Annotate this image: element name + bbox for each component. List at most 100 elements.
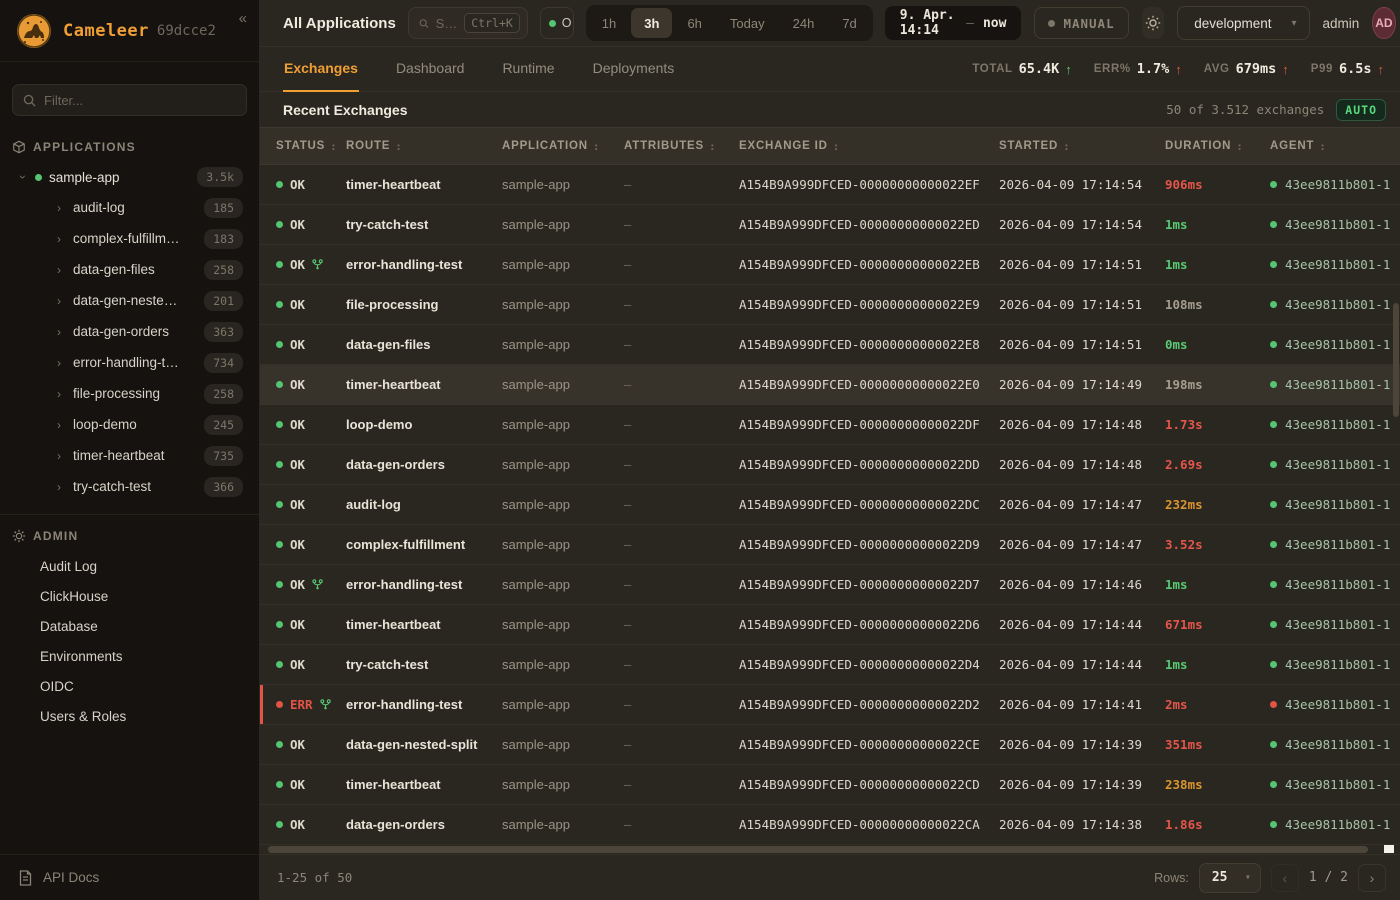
date-range-display[interactable]: 9. Apr. 14:14 – now [884, 6, 1022, 40]
environment-select[interactable]: development ▾ [1177, 6, 1310, 40]
user-avatar[interactable]: AD [1372, 7, 1396, 39]
next-page-button[interactable]: › [1358, 863, 1386, 892]
prev-page-button[interactable]: ‹ [1270, 863, 1299, 892]
vertical-scrollbar[interactable] [1393, 168, 1399, 842]
status-filter-button[interactable]: O [539, 7, 574, 39]
sidebar-route-item[interactable]: › try-catch-test 366 [8, 471, 251, 502]
table-row[interactable]: OK data-gen-orders sample-app – A154B9A9… [260, 805, 1400, 845]
chevron-right-icon[interactable]: › [57, 355, 61, 370]
chevron-right-icon[interactable]: › [57, 386, 61, 401]
route-label: file-processing [73, 386, 161, 401]
table-row[interactable]: OK timer-heartbeat sample-app – A154B9A9… [260, 165, 1400, 205]
admin-item-database[interactable]: Database [40, 618, 98, 634]
application-cell: sample-app [502, 457, 570, 472]
sidebar-route-item[interactable]: › data-gen-files 258 [8, 254, 251, 285]
global-search-input[interactable]: S… Ctrl+K [407, 7, 528, 39]
chevron-right-icon[interactable]: › [57, 231, 61, 246]
admin-item-clickhouse[interactable]: ClickHouse [40, 588, 109, 604]
tree-item-sample-app[interactable]: › sample-app 3.5k [8, 162, 251, 192]
status-dot [276, 701, 283, 708]
tab-runtime[interactable]: Runtime [502, 60, 555, 76]
sidebar-route-item[interactable]: › loop-demo 245 [8, 409, 251, 440]
table-row[interactable]: OK data-gen-orders sample-app – A154B9A9… [260, 445, 1400, 485]
status-cell: ERR [260, 697, 346, 712]
rows-per-page-select[interactable]: 25 ▾ [1198, 862, 1261, 893]
status-cell: OK [260, 617, 346, 632]
time-range-24h[interactable]: 24h [792, 15, 815, 31]
column-header-duration[interactable]: DURATION : [1165, 140, 1270, 153]
tab-deployments[interactable]: Deployments [592, 60, 675, 76]
table-row[interactable]: OK error-handling-test sample-app – A154… [260, 245, 1400, 285]
column-header-attributes[interactable]: ATTRIBUTES : [624, 140, 739, 153]
auto-refresh-badge[interactable]: AUTO [1336, 98, 1386, 121]
stat-label: AVG [1203, 63, 1230, 75]
column-header-status[interactable]: STATUS : [260, 140, 346, 153]
chevron-right-icon[interactable]: › [57, 479, 61, 494]
table-row[interactable]: OK file-processing sample-app – A154B9A9… [260, 285, 1400, 325]
vertical-scrollbar-thumb[interactable] [1393, 302, 1399, 418]
sidebar-route-item[interactable]: › data-gen-nested… 201 [8, 285, 251, 316]
filter-placeholder: Filter... [44, 92, 84, 108]
api-docs-link[interactable]: API Docs [0, 854, 259, 900]
started-cell: 2026-04-09 17:14:48 [999, 417, 1142, 432]
column-header-started[interactable]: STARTED : [999, 140, 1165, 153]
sidebar-route-item[interactable]: › error-handling-te… 734 [8, 347, 251, 378]
admin-item-users-roles[interactable]: Users & Roles [40, 708, 127, 724]
tab-exchanges[interactable]: Exchanges [283, 47, 359, 92]
column-header-exchange-id[interactable]: EXCHANGE ID : [739, 140, 999, 153]
sort-icon: : [395, 139, 403, 153]
chevron-right-icon[interactable]: › [57, 262, 61, 277]
stat-value: 65.4K [1018, 61, 1060, 77]
table-row[interactable]: OK audit-log sample-app – A154B9A999DFCE… [260, 485, 1400, 525]
table-row[interactable]: ERR error-handling-test sample-app – A15… [260, 685, 1400, 725]
sidebar-route-item[interactable]: › file-processing 258 [8, 378, 251, 409]
chevron-down-icon[interactable]: › [16, 175, 30, 179]
chevron-right-icon[interactable]: › [57, 324, 61, 339]
column-header-application[interactable]: APPLICATION : [502, 140, 624, 153]
app-name: Cameleer [63, 20, 149, 41]
status-dot [35, 173, 42, 181]
sidebar-route-item[interactable]: › complex-fulfillme… 183 [8, 223, 251, 254]
table-row[interactable]: OK try-catch-test sample-app – A154B9A99… [260, 645, 1400, 685]
time-range-3h[interactable]: 3h [631, 8, 673, 38]
route-count-badge: 363 [204, 321, 243, 342]
status-dot [276, 621, 283, 628]
theme-toggle-button[interactable] [1141, 7, 1165, 39]
sidebar-route-item[interactable]: › data-gen-orders 363 [8, 316, 251, 347]
horizontal-scrollbar-thumb[interactable] [268, 846, 1368, 853]
column-header-agent[interactable]: AGENT : [1270, 140, 1400, 153]
table-row[interactable]: OK data-gen-files sample-app – A154B9A99… [260, 325, 1400, 365]
status-label: OK [290, 497, 306, 512]
chevron-right-icon[interactable]: › [57, 417, 61, 432]
tab-dashboard[interactable]: Dashboard [395, 60, 465, 76]
manual-refresh-button[interactable]: MANUAL [1034, 7, 1129, 39]
horizontal-scrollbar[interactable] [262, 845, 1398, 854]
table-row[interactable]: OK complex-fulfillment sample-app – A154… [260, 525, 1400, 565]
application-cell: sample-app [502, 497, 570, 512]
table-row[interactable]: OK data-gen-nested-split sample-app – A1… [260, 725, 1400, 765]
agent-cell: 43ee9811b801-1 [1270, 217, 1400, 232]
table-row[interactable]: OK timer-heartbeat sample-app – A154B9A9… [260, 365, 1400, 405]
chevron-right-icon[interactable]: › [57, 200, 61, 215]
column-header-route[interactable]: ROUTE : [346, 140, 502, 153]
table-row[interactable]: OK try-catch-test sample-app – A154B9A99… [260, 205, 1400, 245]
sidebar-route-item[interactable]: › timer-heartbeat 735 [8, 440, 251, 471]
time-range-today[interactable]: Today [729, 15, 765, 31]
sidebar-filter-input[interactable]: Filter... [12, 84, 247, 116]
time-range-6h[interactable]: 6h [687, 15, 702, 31]
admin-item-oidc[interactable]: OIDC [40, 678, 74, 694]
chevron-right-icon[interactable]: › [57, 448, 61, 463]
table-row[interactable]: OK loop-demo sample-app – A154B9A999DFCE… [260, 405, 1400, 445]
sidebar-collapse-button[interactable]: « [238, 10, 247, 27]
duration-cell: 198ms [1165, 377, 1203, 392]
time-range-1h[interactable]: 1h [601, 15, 617, 31]
chevron-right-icon[interactable]: › [57, 293, 61, 308]
admin-item-environments[interactable]: Environments [40, 648, 123, 664]
admin-item-audit-log[interactable]: Audit Log [40, 558, 98, 574]
table-row[interactable]: OK timer-heartbeat sample-app – A154B9A9… [260, 605, 1400, 645]
sidebar-route-item[interactable]: › audit-log 185 [8, 192, 251, 223]
table-row[interactable]: OK error-handling-test sample-app – A154… [260, 565, 1400, 605]
table-row[interactable]: OK timer-heartbeat sample-app – A154B9A9… [260, 765, 1400, 805]
status-label: OK [290, 577, 306, 592]
time-range-7d[interactable]: 7d [842, 15, 857, 31]
